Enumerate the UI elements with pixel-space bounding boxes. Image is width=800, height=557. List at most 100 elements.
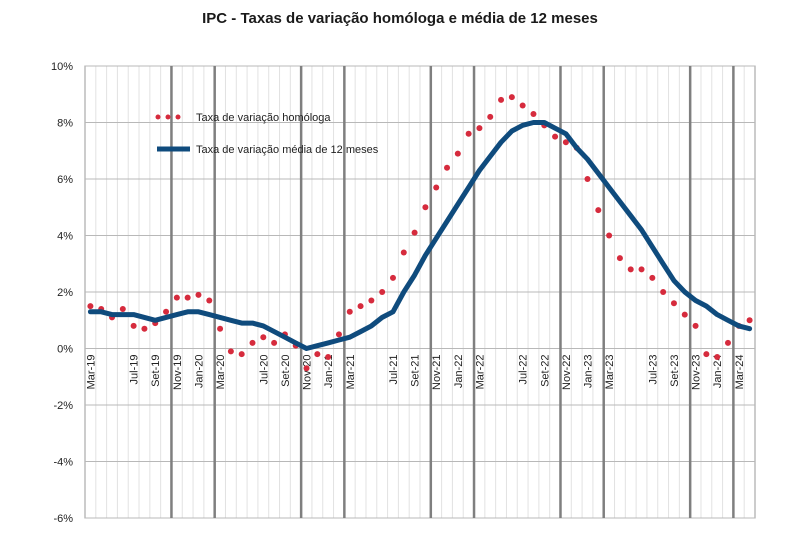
y-tick-label: 10% (51, 61, 73, 73)
x-tick-label: Set-21 (410, 355, 422, 387)
legend-label-media: Taxa de variação média de 12 meses (196, 144, 379, 156)
legend-label-homologa: Taxa de variação homóloga (196, 112, 331, 124)
data-point-homologa (206, 297, 213, 304)
data-point-homologa (389, 274, 396, 281)
data-point-homologa (249, 339, 256, 346)
line-media-12-meses (87, 120, 753, 351)
data-point-homologa (173, 294, 180, 301)
x-tick-label: Nov-22 (561, 355, 573, 390)
x-tick-label: Mar-24 (734, 355, 746, 390)
data-point-homologa (724, 339, 731, 346)
y-axis-tick-labels: 10% 8% 6% 4% 2% 0% -2% -4% -6% (51, 61, 73, 525)
chart-title: IPC - Taxas de variação homóloga e média… (202, 10, 598, 27)
data-point-homologa (681, 311, 688, 318)
y-tick-label: 4% (57, 231, 73, 243)
data-point-homologa (606, 232, 613, 239)
data-point-homologa (130, 322, 137, 329)
y-tick-label: 2% (57, 287, 73, 299)
x-tick-label: Jul-23 (647, 355, 659, 385)
data-point-homologa (119, 305, 126, 312)
x-tick-label: Set-19 (150, 355, 162, 387)
x-tick-label: Nov-20 (302, 355, 314, 390)
data-point-homologa (519, 102, 526, 109)
data-point-homologa (562, 139, 569, 146)
x-tick-label: Set-20 (280, 355, 292, 387)
x-tick-label: Mar-19 (85, 355, 97, 390)
data-point-homologa (454, 150, 461, 157)
y-tick-label: -6% (53, 513, 73, 525)
x-tick-label: Jan-21 (323, 355, 335, 389)
data-point-homologa (314, 351, 321, 358)
data-point-homologa (638, 266, 645, 273)
x-tick-label: Jul-22 (518, 355, 530, 385)
data-point-homologa (508, 94, 515, 101)
data-point-homologa (379, 289, 386, 295)
data-point-homologa (660, 289, 667, 295)
data-point-homologa (325, 353, 332, 360)
x-tick-label: Mar-23 (604, 355, 616, 390)
data-point-homologa (444, 164, 451, 171)
x-axis-tick-labels: Mar-19 Jul-19 Set-19 Nov-19 Jan-20 Mar-20 Jul-… (85, 355, 745, 390)
y-tick-label: 8% (57, 118, 73, 130)
series-group (87, 94, 753, 372)
legend: Taxa de variação homóloga Taxa de variaç… (155, 112, 379, 156)
data-point-homologa (433, 184, 440, 191)
x-tick-label: Jan-22 (453, 355, 465, 389)
data-point-homologa (552, 133, 559, 140)
data-point-homologa (627, 266, 634, 273)
data-point-homologa (357, 303, 364, 310)
data-point-homologa (714, 353, 721, 360)
x-tick-label: Set-23 (669, 355, 681, 387)
x-tick-label: Jul-21 (388, 355, 400, 385)
data-point-homologa (616, 255, 623, 262)
data-point-homologa (584, 176, 591, 182)
series-media-12-meses (87, 120, 753, 351)
data-point-homologa (217, 325, 224, 332)
data-point-homologa (238, 351, 245, 358)
data-point-homologa (335, 331, 342, 338)
x-tick-label: Jan-20 (193, 355, 205, 389)
x-tick-label: Jul-20 (258, 355, 270, 385)
y-tick-label: 6% (57, 174, 73, 186)
x-tick-label: Jan-24 (712, 355, 724, 389)
y-tick-label: -2% (53, 400, 73, 412)
data-point-homologa (227, 348, 234, 355)
data-point-homologa (692, 322, 699, 329)
data-point-homologa (422, 204, 429, 211)
data-point-homologa (746, 317, 753, 324)
data-point-homologa (184, 294, 191, 301)
data-point-homologa (141, 325, 148, 332)
x-tick-label: Mar-22 (474, 355, 486, 390)
x-tick-label: Nov-23 (691, 355, 703, 390)
x-tick-label: Set-22 (539, 355, 551, 387)
x-tick-label: Jul-19 (129, 355, 141, 385)
year-separator-lines (170, 66, 735, 518)
y-tick-label: 0% (57, 344, 73, 356)
horizontal-gridlines (85, 65, 755, 519)
x-tick-label: Mar-20 (215, 355, 227, 390)
x-tick-label: Mar-21 (345, 355, 357, 390)
data-point-homologa (411, 229, 418, 236)
x-tick-label: Nov-19 (172, 355, 184, 390)
series-homologa (87, 94, 753, 372)
data-point-homologa (400, 249, 407, 256)
data-point-homologa (498, 96, 505, 103)
x-tick-label: Nov-21 (431, 355, 443, 390)
data-point-homologa (346, 308, 353, 315)
data-point-homologa (163, 308, 170, 315)
data-point-homologa (703, 351, 710, 358)
data-point-homologa (260, 334, 267, 341)
data-point-homologa (195, 291, 202, 298)
data-point-homologa (87, 303, 94, 310)
legend-marker-homologa (155, 114, 181, 120)
data-point-homologa (271, 339, 278, 346)
data-point-homologa (487, 113, 494, 120)
data-point-homologa (595, 207, 602, 214)
data-point-homologa (368, 297, 375, 304)
data-point-homologa (530, 111, 537, 118)
data-point-homologa (649, 274, 656, 281)
data-point-homologa (303, 365, 310, 372)
data-point-homologa (476, 125, 483, 132)
data-point-homologa (465, 130, 472, 137)
